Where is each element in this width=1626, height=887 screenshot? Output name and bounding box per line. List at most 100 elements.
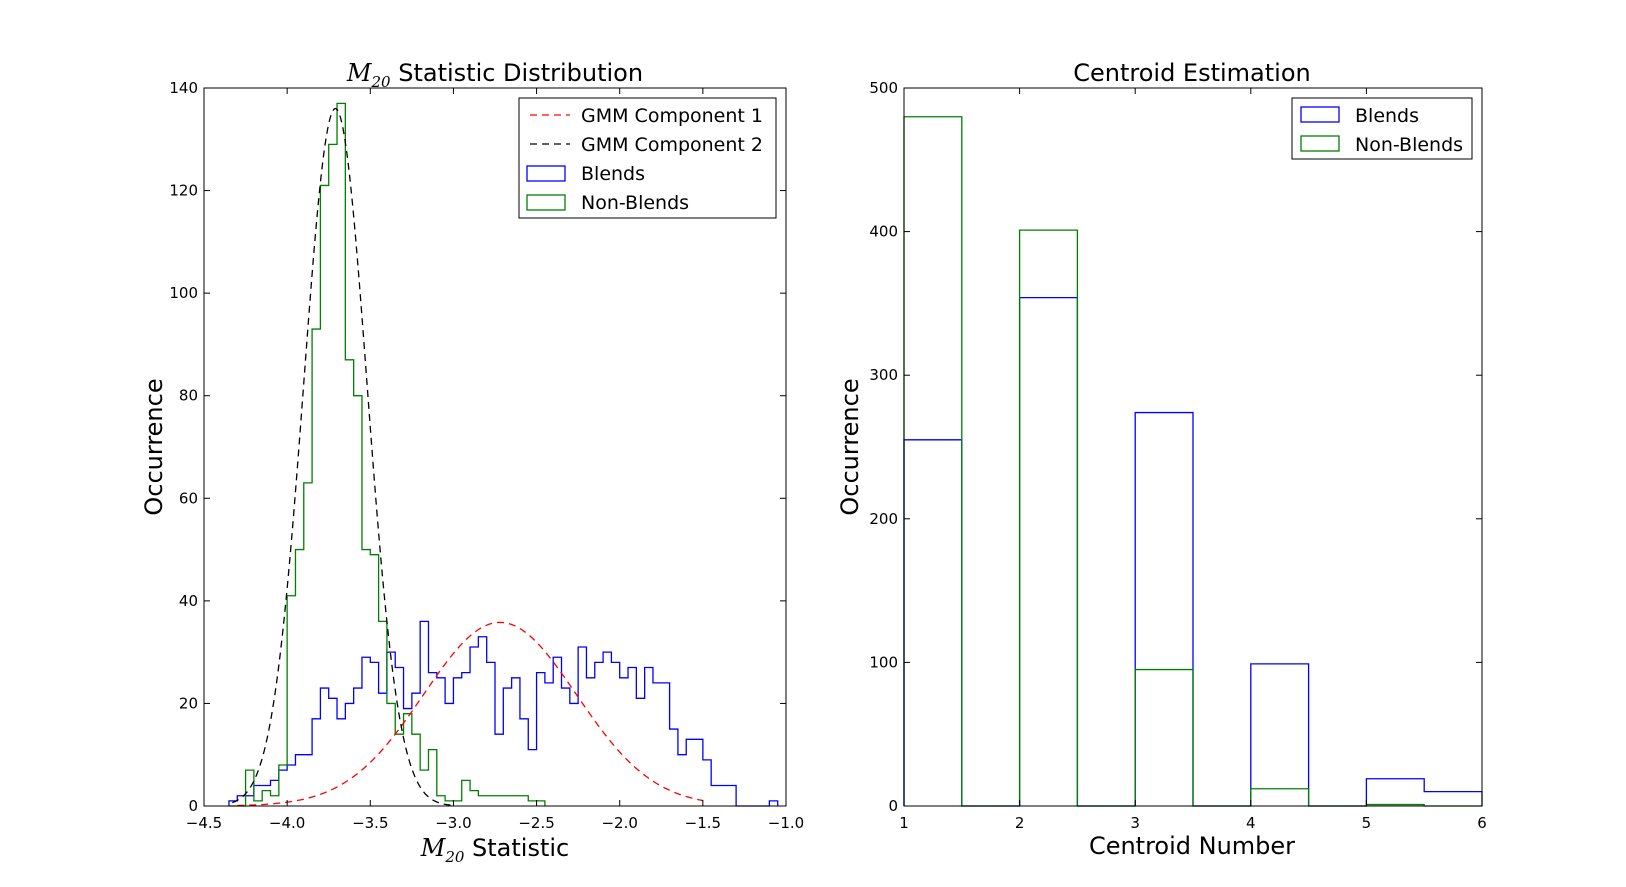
chart-title-m20: M20 Statistic Distribution — [346, 59, 643, 91]
bin-non-blends — [387, 703, 395, 806]
y-tick-label: 80 — [179, 387, 198, 405]
bin-non-blends — [1135, 670, 1193, 806]
bin-non-blends — [428, 750, 436, 806]
series-blends — [228, 620, 779, 807]
bin-blends — [470, 647, 478, 806]
bin-non-blends — [304, 483, 312, 806]
x-tick-label: −1.5 — [685, 814, 721, 832]
m20-y-axis-label: Occurrence — [140, 378, 168, 515]
y-tick-label: 20 — [179, 694, 198, 712]
bin-blends — [570, 703, 578, 806]
bin-blends — [769, 801, 777, 806]
bin-non-blends — [370, 555, 378, 806]
legend-frame — [518, 97, 777, 219]
legend-label-non-blends: Non-Blends — [1355, 134, 1463, 156]
y-tick-label: 0 — [188, 797, 198, 815]
x-tick-label: −2.0 — [601, 814, 637, 832]
curve-gmm-component-2 — [232, 107, 454, 806]
y-tick-label: 60 — [179, 489, 198, 507]
x-tick-label: −3.0 — [435, 814, 471, 832]
bin-non-blends — [462, 780, 470, 806]
bin-blends — [703, 760, 711, 806]
bin-non-blends — [512, 796, 520, 806]
y-tick-label: 120 — [169, 182, 198, 200]
x-tick-label: 5 — [1362, 814, 1372, 832]
bin-blends — [695, 739, 703, 806]
bin-blends — [562, 688, 570, 806]
bin-blends — [453, 678, 461, 806]
bin-blends — [603, 652, 611, 806]
centroid-axis-ticks: 1 2 3 4 5 6 0 100 200 300 400 500 — [869, 79, 1486, 832]
m20-histogram-chart: M20 Statistic Distribution −4.5 −4.0 −3.5−… — [140, 59, 804, 866]
y-tick-label: 100 — [169, 284, 198, 302]
bin-blends — [719, 785, 727, 806]
legend-swatch-non-blends — [526, 194, 566, 211]
m20-x-axis-label: M20 Statistic — [420, 834, 570, 866]
bin-blends — [520, 719, 528, 806]
bin-non-blends — [279, 765, 287, 806]
bin-blends — [528, 750, 536, 806]
bin-non-blends — [287, 596, 295, 806]
legend-frame — [1291, 97, 1473, 160]
bin-non-blends — [420, 770, 428, 806]
bin-blends — [1251, 664, 1309, 806]
m20-axis-ticks: −4.5 −4.0 −3.5 −3.0 −2.5 −2.0 −1.5 −1.0 0 20 40 60 8… — [169, 79, 804, 832]
bin-blends — [670, 729, 678, 806]
bin-non-blends — [487, 796, 495, 806]
bin-blends — [487, 662, 495, 806]
bin-blends — [620, 678, 628, 806]
bin-blends — [628, 668, 636, 806]
bin-blends — [711, 785, 719, 806]
m20-plot-frame — [203, 87, 787, 807]
bin-non-blends — [453, 801, 461, 806]
bin-non-blends — [312, 329, 320, 806]
legend-swatch-blends — [526, 165, 566, 182]
bin-non-blends — [271, 796, 279, 806]
bin-non-blends — [354, 396, 362, 806]
bin-blends — [478, 637, 486, 806]
bin-blends — [611, 662, 619, 806]
y-tick-label: 140 — [169, 79, 198, 97]
bin-non-blends — [329, 144, 337, 806]
centroid-plot-marks — [903, 116, 1483, 807]
bin-non-blends — [362, 550, 370, 806]
bin-non-blends — [404, 714, 412, 806]
y-tick-label: 200 — [869, 510, 898, 528]
chart-title-centroid: Centroid Estimation — [1073, 59, 1311, 87]
bin-non-blends — [1251, 789, 1309, 806]
legend-label-non-blends: Non-Blends — [581, 192, 689, 214]
bin-non-blends — [478, 796, 486, 806]
x-tick-label: 4 — [1246, 814, 1256, 832]
centroid-x-axis-label: Centroid Number — [1089, 832, 1295, 860]
bin-non-blends — [412, 734, 420, 806]
bin-non-blends — [337, 103, 345, 806]
x-tick-label: 1 — [899, 814, 909, 832]
bin-non-blends — [379, 621, 387, 806]
y-tick-label: 100 — [869, 653, 898, 671]
bin-non-blends — [537, 801, 545, 806]
bin-blends — [636, 698, 644, 806]
legend-label-blends: Blends — [581, 163, 645, 185]
bin-blends — [503, 688, 511, 806]
y-tick-label: 40 — [179, 592, 198, 610]
bin-blends — [445, 703, 453, 806]
x-tick-label: 6 — [1477, 814, 1487, 832]
legend-label-gmm2: GMM Component 2 — [581, 134, 763, 156]
centroid-legend: Blends Non-Blends — [1291, 97, 1473, 160]
bin-blends — [678, 755, 686, 806]
bin-non-blends — [520, 796, 528, 806]
bin-non-blends — [295, 550, 303, 806]
bin-blends — [661, 683, 669, 806]
x-tick-label: 2 — [1015, 814, 1025, 832]
bin-blends — [1366, 779, 1424, 806]
bin-blends — [586, 678, 594, 806]
bin-non-blends — [904, 117, 962, 806]
centroid-plot-frame — [903, 87, 1483, 807]
bin-blends — [545, 683, 553, 806]
bin-non-blends — [320, 185, 328, 806]
x-tick-label: 3 — [1130, 814, 1140, 832]
bin-blends — [645, 668, 653, 806]
bin-blends — [553, 657, 561, 806]
y-tick-label: 300 — [869, 366, 898, 384]
